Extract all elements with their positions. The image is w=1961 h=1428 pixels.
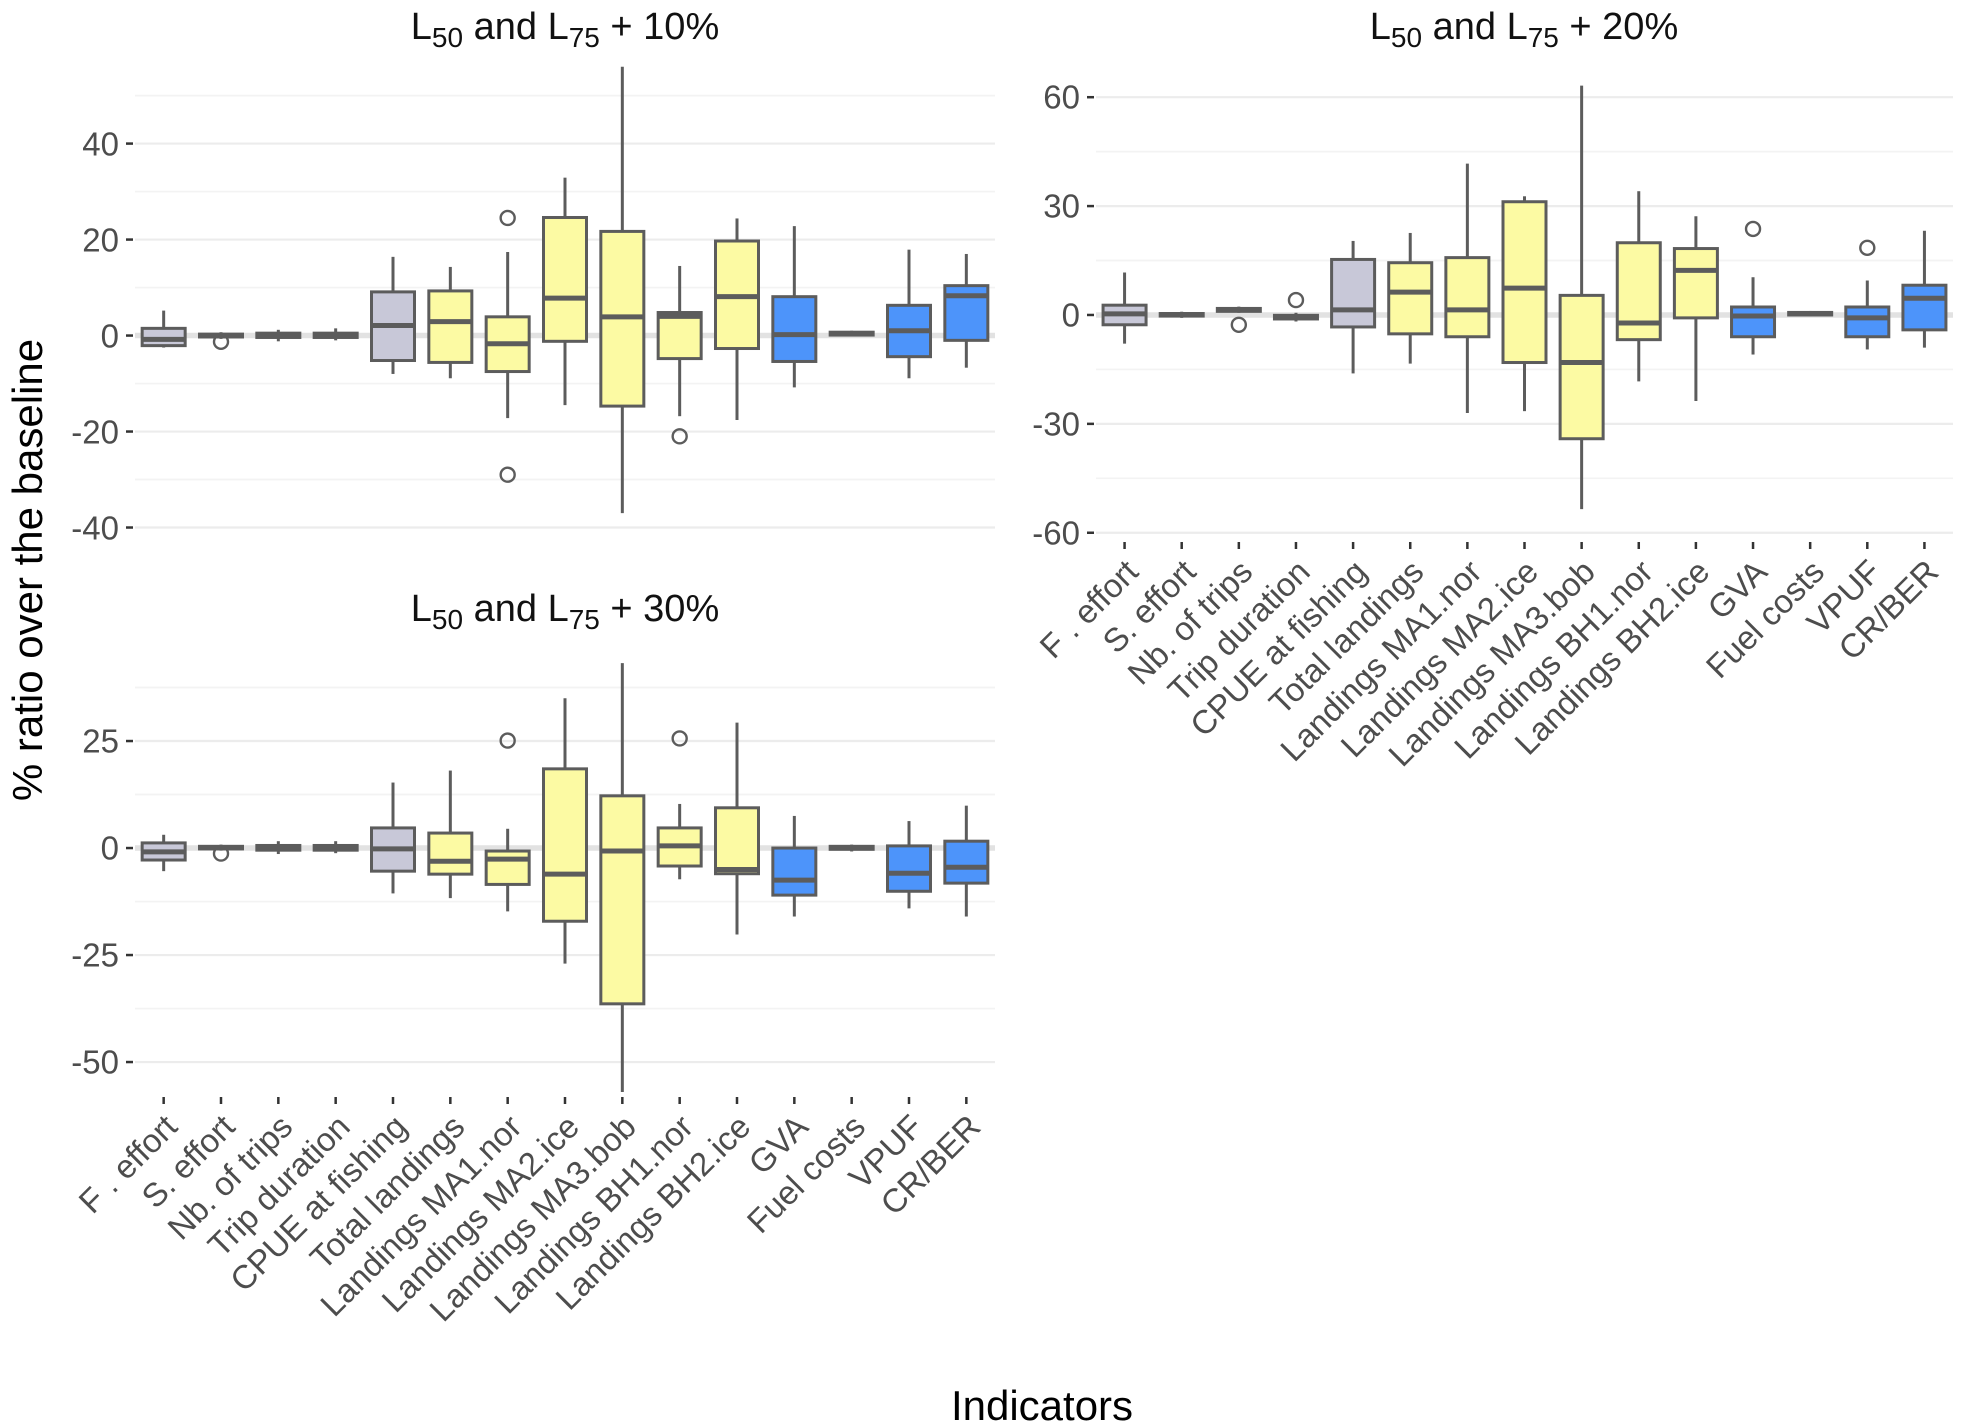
x-axis-title: Indicators — [950, 1382, 1134, 1428]
box-iqr — [656, 311, 703, 361]
box-iqr — [427, 831, 474, 876]
box-iqr — [1330, 257, 1377, 329]
box-iqr — [1444, 256, 1491, 339]
box-iqr — [1387, 261, 1434, 336]
box-iqr — [1558, 293, 1605, 441]
outlier-point — [1859, 239, 1876, 257]
outlier-point — [212, 845, 230, 862]
box-iqr — [714, 806, 760, 876]
y-tick-label: -50 — [71, 1043, 119, 1081]
y-tick-label: 40 — [82, 125, 119, 163]
box-iqr — [1501, 200, 1548, 365]
outlier-point — [499, 209, 516, 227]
box-iqr — [943, 839, 990, 885]
box-iqr — [484, 849, 531, 886]
outlier-point — [1287, 291, 1305, 309]
box-iqr — [771, 846, 818, 897]
box-iqr — [1844, 305, 1891, 339]
outlier-point — [1744, 220, 1762, 238]
outlier-point — [671, 730, 688, 747]
panel-title-10: L50 and L75 + 10% — [410, 6, 720, 53]
box-iqr — [886, 844, 932, 893]
y-tick-label: -25 — [71, 936, 119, 974]
box-iqr — [771, 295, 818, 363]
box-iqr — [427, 289, 474, 364]
y-tick-label: -60 — [1032, 514, 1080, 552]
y-axis-title: % ratio over the baseline — [4, 338, 51, 802]
box-iqr — [542, 215, 588, 343]
y-tick-label: 20 — [82, 221, 119, 259]
outlier-point — [212, 333, 230, 350]
box-iqr — [599, 794, 646, 1006]
outlier-point — [499, 732, 516, 749]
box-iqr — [1672, 247, 1719, 320]
box-iqr — [1901, 283, 1948, 332]
y-tick-label: 30 — [1043, 187, 1080, 225]
y-tick-label: 0 — [100, 829, 119, 867]
box-iqr — [1730, 305, 1777, 339]
y-tick-label: 0 — [1061, 296, 1080, 334]
y-tick-label: -20 — [71, 413, 119, 451]
y-tick-label: 60 — [1043, 78, 1080, 116]
y-tick-label: 0 — [100, 317, 119, 355]
y-tick-label: -30 — [1032, 405, 1080, 443]
outlier-point — [499, 466, 516, 483]
box-iqr — [542, 767, 588, 923]
outlier-point — [671, 428, 688, 445]
outlier-point — [1230, 316, 1248, 333]
y-tick-label: 25 — [82, 722, 119, 760]
y-tick-label: -40 — [71, 509, 119, 547]
panel-title-20: L50 and L75 + 20% — [1369, 6, 1679, 53]
panel-title-30: L50 and L75 + 30% — [410, 588, 720, 635]
